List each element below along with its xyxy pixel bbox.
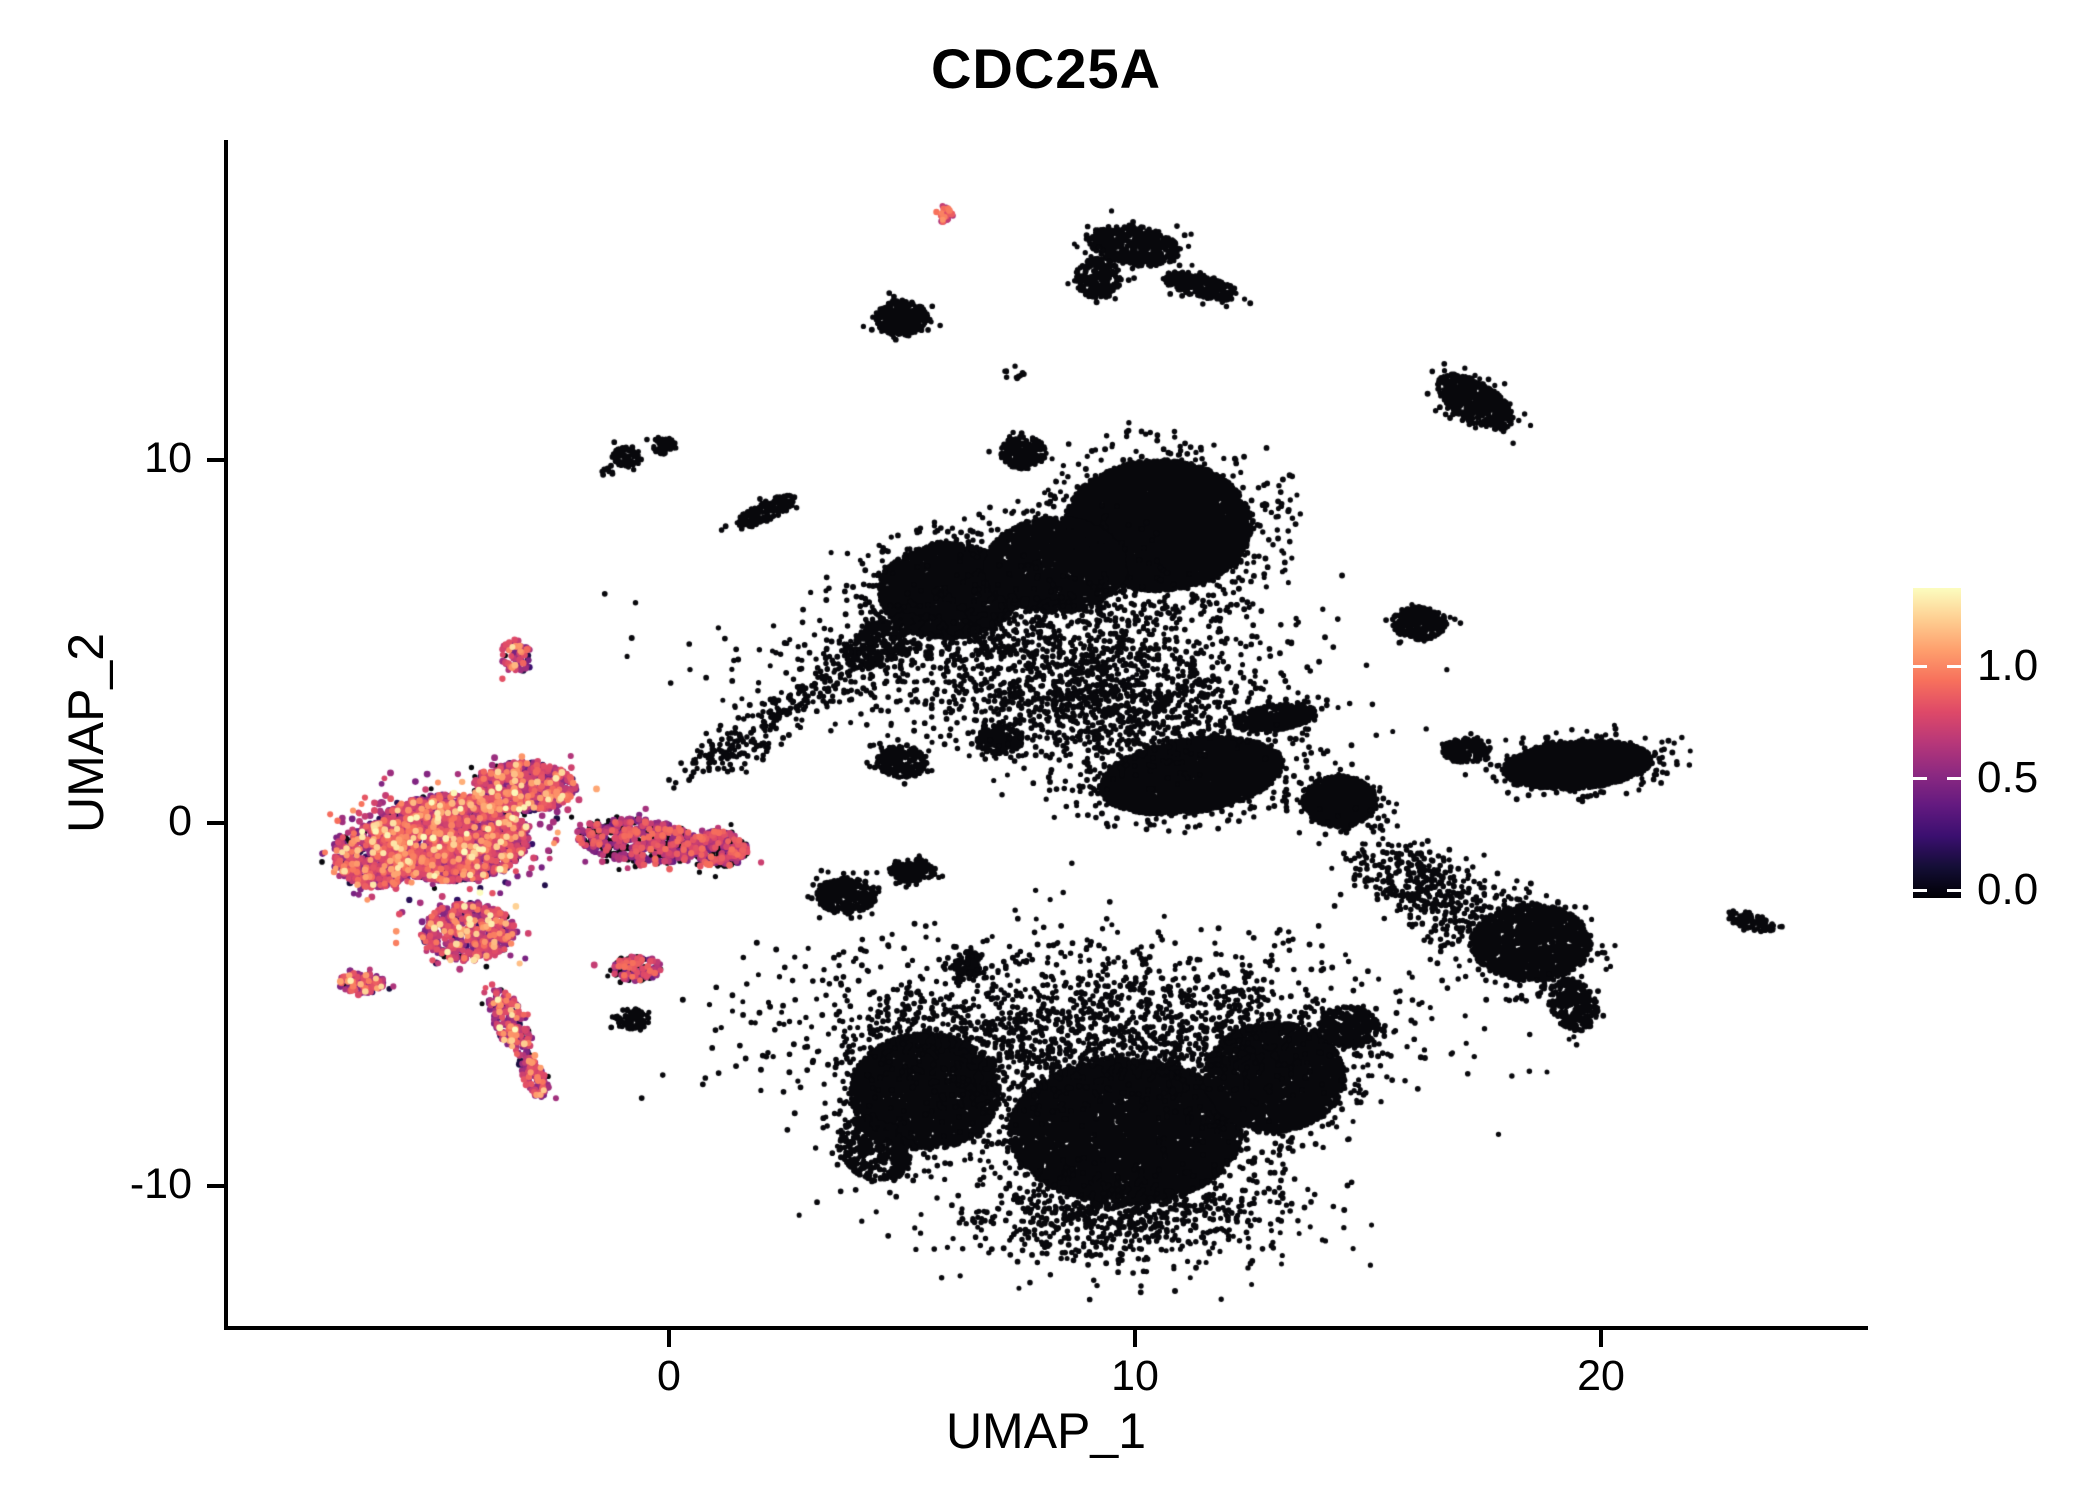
colorbar-tick-mark — [1913, 665, 1927, 668]
y-axis-tick-mark — [207, 821, 224, 825]
umap-scatter-canvas — [228, 140, 1868, 1326]
plot-panel — [224, 140, 1868, 1330]
x-axis-tick-label: 0 — [657, 1352, 681, 1400]
colorbar-tick-label: 1.0 — [1977, 641, 2039, 690]
colorbar-tick-mark — [1947, 665, 1961, 668]
colorbar-tick-mark — [1913, 889, 1927, 892]
colorbar-legend: 1.0 0.5 0.0 — [1913, 588, 2038, 914]
x-axis-tick-label: 10 — [1111, 1352, 1159, 1400]
y-axis-tick-label: 10 — [144, 434, 192, 482]
colorbar-tick-label: 0.5 — [1977, 753, 2039, 802]
y-axis-tick-label: 0 — [168, 797, 192, 845]
colorbar-tick-mark — [1947, 889, 1961, 892]
colorbar-tick-label: 0.0 — [1977, 865, 2039, 914]
y-axis-tick-mark — [207, 1184, 224, 1188]
colorbar-tick-mark — [1913, 777, 1927, 780]
x-axis-label: UMAP_1 — [945, 1403, 1147, 1459]
y-axis-tick-label: -10 — [129, 1160, 192, 1208]
x-axis-tick-mark — [667, 1330, 671, 1347]
x-axis-tick-mark — [1133, 1330, 1137, 1347]
y-axis-tick-mark — [207, 458, 224, 462]
colorbar-gradient — [1913, 588, 1961, 898]
colorbar-tick-mark — [1947, 777, 1961, 780]
x-axis-tick-label: 20 — [1577, 1352, 1625, 1400]
x-axis-tick-mark — [1599, 1330, 1603, 1347]
y-axis-label: UMAP_2 — [58, 632, 114, 834]
plot-title: CDC25A — [930, 37, 1162, 100]
